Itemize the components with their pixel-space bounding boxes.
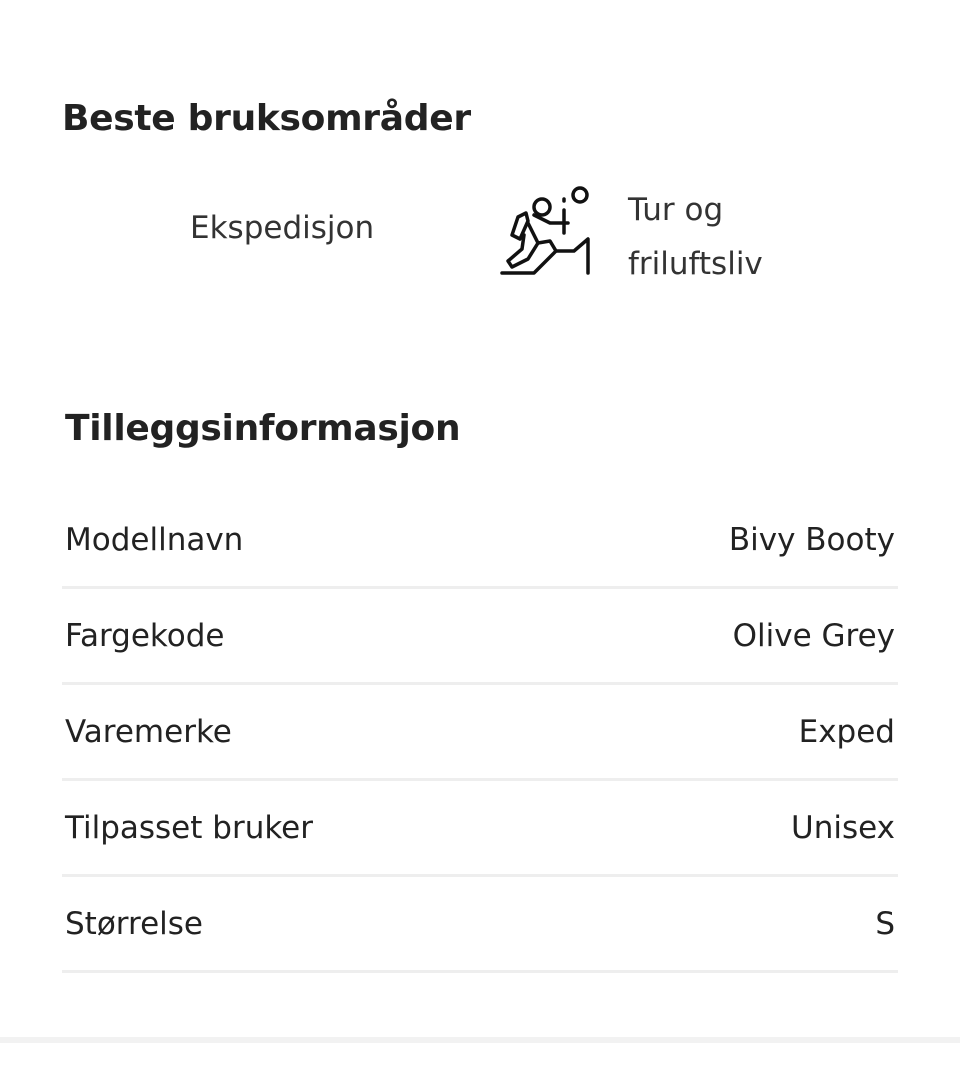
row-value: Bivy Booty xyxy=(728,521,895,558)
use-item-hiking-line1: Tur og xyxy=(628,192,724,228)
table-row: Fargekode Olive Grey xyxy=(62,589,898,685)
use-item-hiking: Tur og friluftsliv xyxy=(628,183,763,291)
table-row: Modellnavn Bivy Booty xyxy=(62,493,898,589)
hiker-climbing-icon xyxy=(498,183,594,279)
use-item-hiking-line2: friluftsliv xyxy=(628,246,763,282)
table-row: Varemerke Exped xyxy=(62,685,898,781)
table-row: Tilpasset bruker Unisex xyxy=(62,781,898,877)
best-use-heading: Beste bruksområder xyxy=(62,98,471,139)
row-value: Exped xyxy=(798,713,895,750)
row-label: Tilpasset bruker xyxy=(65,809,313,846)
additional-info-heading: Tilleggsinformasjon xyxy=(65,408,461,449)
row-label: Modellnavn xyxy=(65,521,244,558)
row-label: Varemerke xyxy=(65,713,232,750)
info-table: Modellnavn Bivy Booty Fargekode Olive Grey… xyxy=(62,493,898,973)
row-label: Størrelse xyxy=(65,905,203,942)
table-row: Størrelse S xyxy=(62,877,898,973)
section-divider xyxy=(0,1037,960,1043)
row-label: Fargekode xyxy=(65,617,225,654)
row-value: Olive Grey xyxy=(732,617,895,654)
row-value: Unisex xyxy=(791,809,895,846)
row-value: S xyxy=(875,905,895,942)
use-item-expedition: Ekspedisjon xyxy=(190,210,375,246)
